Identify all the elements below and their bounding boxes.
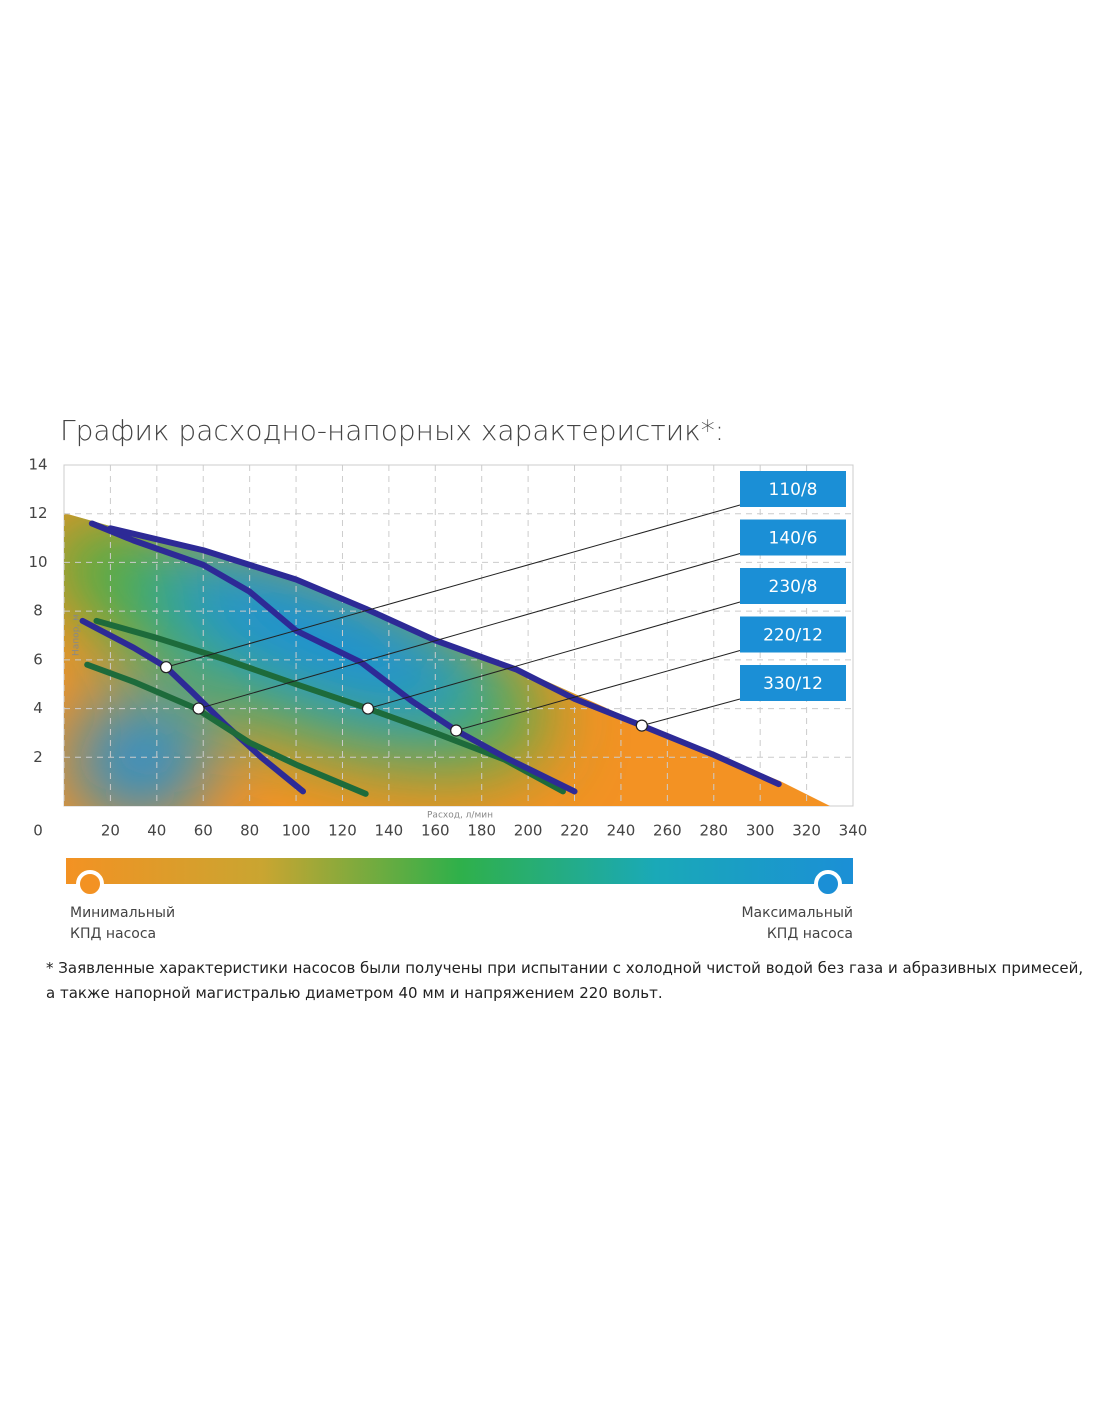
nominal-point [635,719,648,732]
y-tick-label: 4 [33,699,43,717]
legend-box [740,568,846,604]
x-tick-label: 240 [607,822,636,840]
x-tick-label: 260 [653,822,682,840]
pump-curve [107,525,782,788]
y-tick-label: 12 [28,504,47,522]
leader-line [641,698,741,727]
y-tick-label: 2 [33,748,43,766]
x-tick-label: 60 [194,822,213,840]
efficiency-colorbar [66,858,853,884]
x-tick-label: 320 [792,822,821,840]
x-tick-label: 100 [282,822,311,840]
legend-box [740,519,846,556]
legend-label: 110/8 [769,480,818,500]
x-tick-label: 0 [33,822,43,840]
x-tick-label: 160 [421,822,450,840]
pump-curve [84,661,369,797]
legend-label: 230/8 [769,577,818,597]
x-axis-label: Расход, л/мин [427,811,493,821]
footnote: * Заявленные характеристики насосов были… [46,959,1084,1002]
leader-line [367,601,741,710]
max-label: Максимальный [741,905,853,921]
leader-line [165,504,741,668]
nominal-point [160,661,173,674]
nominal-point [450,724,463,737]
x-tick-label: 300 [746,822,775,840]
max-marker [814,870,842,898]
pump-curve [79,617,307,795]
min-label: Минимальный [70,905,175,921]
y-axis-label: Напор, м [72,614,82,656]
x-tick-label: 340 [839,822,868,840]
legend-box [740,665,846,701]
x-tick-label: 140 [375,822,404,840]
x-tick-label: 20 [101,822,120,840]
x-tick-label: 180 [467,822,496,840]
x-tick-label: 120 [328,822,357,840]
max-label: КПД насоса [767,926,853,942]
y-tick-label: 6 [33,650,43,668]
legend-box [740,471,846,507]
x-tick-label: 280 [699,822,728,840]
x-tick-label: 40 [147,822,166,840]
legend-label: 220/12 [763,626,823,646]
leader-line [198,553,741,710]
legend-box [740,616,846,653]
y-tick-label: 14 [28,456,47,474]
x-tick-label: 220 [560,822,589,840]
nominal-point [361,702,375,715]
min-label: КПД насоса [70,926,156,942]
chart-title: График расходно-напорных характеристик*: [60,414,724,447]
x-tick-label: 200 [514,822,543,840]
min-marker [76,870,104,898]
y-tick-label: 8 [33,602,43,620]
grid [63,464,854,806]
legend-label: 140/6 [769,529,818,549]
x-tick-label: 80 [240,822,259,840]
legend-label: 330/12 [763,674,823,694]
pump-curve [88,520,578,795]
pump-curve [93,617,566,795]
y-tick-label: 10 [28,553,47,571]
plot-marks [79,504,782,797]
nominal-point [192,702,205,715]
leader-line [456,650,741,731]
